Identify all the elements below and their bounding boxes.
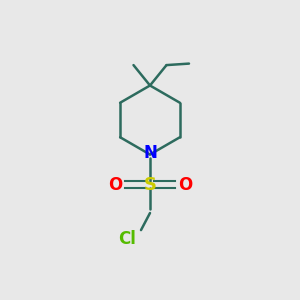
Text: O: O — [108, 176, 122, 194]
Text: Cl: Cl — [118, 230, 136, 248]
Text: N: N — [143, 144, 157, 162]
Text: O: O — [178, 176, 192, 194]
Text: S: S — [143, 176, 157, 194]
